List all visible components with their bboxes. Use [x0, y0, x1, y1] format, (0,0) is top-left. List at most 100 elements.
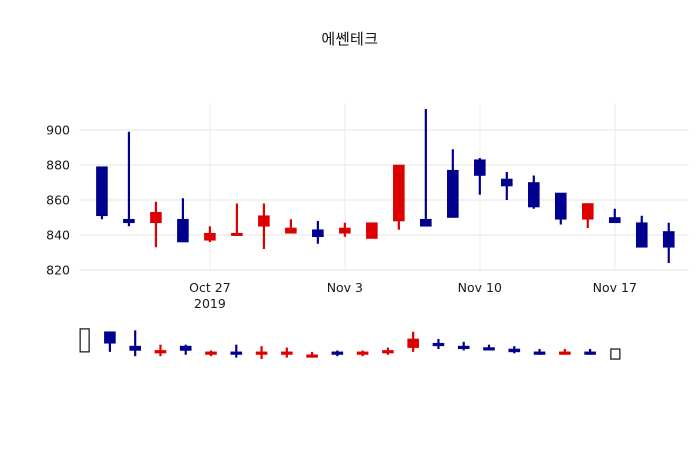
mini-candle-1: [104, 331, 116, 352]
mini-candle-body: [154, 350, 167, 354]
mini-candle-body: [483, 347, 495, 351]
mini-candle-body: [508, 348, 521, 353]
mini-candle-4: [179, 344, 192, 355]
candle-series: [96, 109, 675, 263]
mini-candle-5: [205, 350, 217, 357]
mini-candle-body: [179, 345, 192, 351]
candle-14: [474, 158, 486, 195]
mini-candle-body: [129, 345, 141, 351]
candle-body: [123, 218, 135, 224]
mini-candle-highlight-marker: [610, 348, 621, 360]
mini-candle-body: [382, 350, 394, 354]
mini-candle-0: [79, 328, 90, 353]
candle-1: [123, 131, 135, 227]
mini-candle-14: [432, 338, 445, 349]
candle-12: [420, 109, 432, 227]
x-axis-tick-label: Nov 10: [458, 280, 502, 295]
mini-candle-body: [407, 338, 419, 348]
mini-candle-body: [281, 351, 293, 355]
mini-candle-7: [255, 346, 268, 360]
candle-body: [635, 222, 648, 248]
mini-candle-12: [382, 347, 394, 355]
y-axis-tick-label: 880: [46, 158, 70, 173]
y-axis-tick-label: 820: [46, 263, 70, 278]
candle-16: [528, 175, 540, 209]
candle-body: [393, 164, 405, 222]
mini-candle-15: [457, 341, 470, 351]
candle-body: [96, 166, 108, 217]
y-axis-tick-label: 840: [46, 228, 70, 243]
candle-body: [608, 217, 621, 224]
candle-8: [312, 221, 324, 244]
candle-17: [554, 192, 567, 225]
candle-body: [312, 229, 324, 238]
mini-candle-2: [129, 330, 141, 357]
candle-11: [393, 164, 405, 230]
candle-5: [231, 203, 243, 236]
candle-0: [96, 166, 108, 220]
mini-candle-body: [205, 351, 217, 355]
mini-candle-body: [255, 351, 268, 355]
gridlines: [79, 103, 689, 271]
mini-candle-11: [356, 350, 369, 357]
candle-body: [285, 227, 297, 234]
mini-candle-17: [508, 346, 521, 354]
y-axis-tick-label: 900: [46, 123, 70, 138]
candle-body: [581, 203, 594, 220]
x-axis-tick-label: Nov 3: [327, 280, 363, 295]
candle-6: [258, 203, 270, 249]
mini-candle-3: [154, 344, 167, 357]
x-axis-year-label: 2019: [194, 296, 226, 311]
candle-9: [339, 222, 351, 237]
candle-10: [366, 222, 378, 239]
mini-candle-body: [432, 342, 445, 347]
candle-body: [554, 192, 567, 220]
candle-13: [447, 149, 459, 218]
candle-body: [366, 222, 378, 239]
mini-candle-body: [306, 354, 318, 358]
mini-candle-body: [356, 351, 369, 355]
mini-candle-series: [79, 328, 621, 360]
page-title: 에쎈테크: [321, 30, 379, 48]
mini-candle-8: [281, 347, 293, 358]
candle-21: [662, 222, 675, 263]
candle-20: [635, 215, 648, 248]
mini-candle-body: [230, 351, 243, 355]
mini-candle-body: [533, 351, 546, 355]
candle-18: [581, 203, 594, 228]
candle-body: [662, 231, 675, 248]
candle-body: [339, 227, 351, 234]
y-axis-ticks: 820 840 860 880 900: [46, 123, 70, 278]
candle-body: [420, 218, 432, 227]
mini-candle-21: [610, 348, 621, 360]
x-axis-tick-label: Nov 17: [593, 280, 637, 295]
mini-candle-13: [407, 331, 419, 352]
candle-19: [608, 208, 621, 224]
mini-candle-body: [457, 345, 470, 350]
candle-3: [177, 198, 189, 243]
candle-body: [150, 211, 162, 224]
candle-body: [231, 232, 243, 236]
mini-candle-16: [483, 344, 495, 351]
candle-7: [285, 219, 297, 234]
mini-candle-10: [331, 350, 344, 357]
candle-body: [204, 232, 216, 241]
mini-candle-highlight-marker: [79, 328, 90, 353]
x-axis-tick-label: Oct 27: [189, 280, 231, 295]
y-axis-tick-label: 860: [46, 193, 70, 208]
candle-15: [501, 172, 513, 200]
mini-candle-19: [559, 349, 571, 355]
mini-candle-body: [331, 351, 344, 355]
candle-2: [150, 201, 162, 248]
candle-body: [447, 169, 459, 218]
candle-body: [528, 182, 540, 208]
candle-body: [177, 218, 189, 243]
candle-body: [474, 159, 486, 176]
candle-body: [501, 178, 513, 187]
mini-candle-20: [584, 349, 596, 355]
mini-candle-body: [559, 351, 571, 355]
candle-4: [204, 226, 216, 242]
